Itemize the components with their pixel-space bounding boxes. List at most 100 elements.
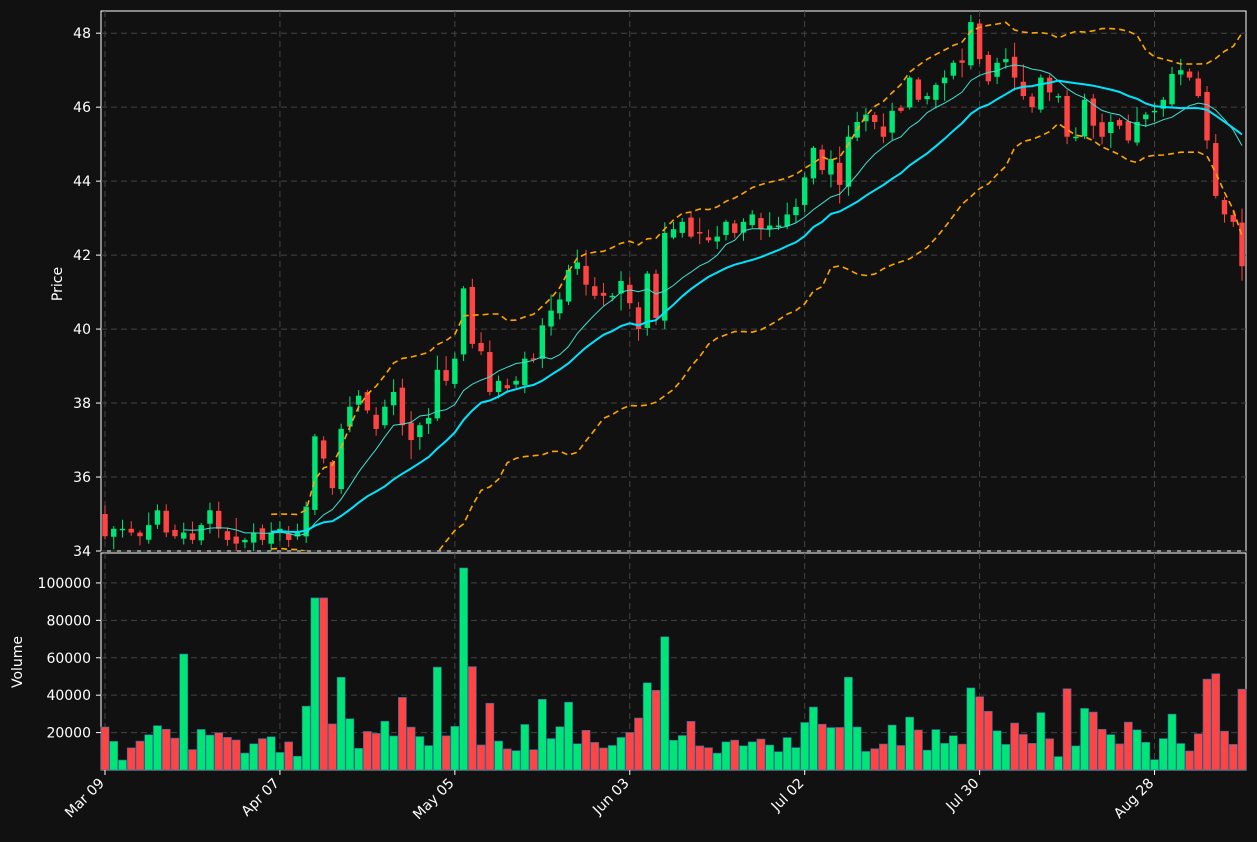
volume-bar: [651, 689, 661, 771]
candle-body: [627, 284, 633, 304]
volume-bar: [599, 747, 608, 771]
candle-body: [347, 406, 353, 427]
moving-average-fast: [183, 64, 1243, 537]
volume-bar: [109, 741, 119, 771]
candle-body: [189, 533, 196, 540]
candle-body: [390, 391, 397, 406]
volume-bar: [782, 737, 792, 771]
volume-bar: [485, 702, 495, 771]
volume-bar: [992, 730, 1002, 771]
candle-body: [355, 395, 362, 405]
volume-bar: [914, 729, 923, 771]
candle-body: [1239, 222, 1245, 267]
volume-bar: [1097, 728, 1107, 771]
volume-bar: [126, 747, 136, 771]
candle-body: [207, 510, 213, 524]
candle-body: [906, 77, 913, 108]
volume-bar: [537, 699, 547, 771]
volume-bar: [957, 743, 967, 771]
candle-body: [102, 514, 108, 537]
volume-bar: [572, 743, 582, 771]
volume-bar: [179, 653, 189, 771]
volume-bar: [1001, 744, 1011, 771]
volume-bar: [1080, 708, 1089, 771]
candle-body: [146, 525, 152, 540]
candle-body: [1003, 59, 1009, 63]
volume-bar: [949, 735, 958, 771]
volume-bar: [240, 752, 250, 771]
volume-bar: [1088, 711, 1098, 771]
volume-bar: [310, 597, 320, 771]
candle-body: [723, 221, 729, 235]
candle-body: [565, 269, 572, 302]
candle-body: [1029, 96, 1035, 108]
candle-body: [635, 307, 642, 330]
candle-body: [609, 295, 615, 298]
volume-bar: [258, 738, 267, 771]
volume-bar: [739, 745, 748, 771]
volume-bar: [756, 738, 766, 771]
volume-bar: [389, 735, 398, 771]
volume-bar: [1185, 750, 1194, 771]
volume-bar: [1115, 743, 1124, 771]
candle-body: [172, 529, 178, 537]
volume-bar: [1045, 738, 1054, 771]
volume-bar: [100, 726, 110, 771]
candle-body: [478, 342, 484, 352]
candle-body: [399, 387, 406, 426]
candle-body: [557, 299, 563, 314]
candle-body: [250, 532, 257, 543]
candle-body: [285, 533, 292, 540]
candle-body: [714, 236, 720, 242]
candle-body: [662, 232, 668, 321]
date-tick-label: Jul 30: [943, 776, 983, 816]
candle-body: [469, 286, 476, 344]
candle-body: [539, 325, 546, 359]
candle-body: [618, 281, 624, 294]
candle-body: [697, 232, 703, 234]
candle-body: [312, 436, 318, 510]
volume-tick-label: 20000: [46, 726, 91, 742]
price-panel-marks: [102, 14, 1245, 551]
volume-bar: [468, 666, 477, 771]
price-panel-grid: [100, 10, 1247, 552]
date-tick-label: Jun 03: [589, 776, 632, 819]
price-panel-frame: [100, 10, 1247, 552]
volume-bar: [188, 749, 197, 771]
date-tick-label: Aug 28: [1111, 776, 1157, 822]
candle-body: [128, 528, 134, 533]
price-tick-label: 34: [73, 544, 91, 560]
candle-body: [740, 221, 747, 233]
volume-bar: [826, 727, 836, 771]
candle-body: [758, 218, 764, 230]
candle-body: [329, 461, 336, 489]
volume-bar: [1036, 712, 1046, 771]
candle-body: [487, 352, 493, 392]
candle-body: [320, 440, 327, 459]
volume-bar: [494, 740, 503, 771]
volume-bar: [231, 739, 241, 771]
volume-bar: [642, 682, 652, 771]
volume-bar: [1010, 722, 1019, 771]
volume-panel-marks: [100, 567, 1247, 771]
candle-body: [828, 158, 834, 175]
candle-body: [941, 77, 948, 84]
volume-bar: [817, 723, 827, 771]
volume-bar: [398, 697, 407, 771]
volume-tick-label: 80000: [46, 613, 91, 629]
volume-bar: [502, 748, 512, 771]
volume-bar: [677, 735, 687, 771]
volume-bar: [1176, 743, 1186, 771]
candle-body: [408, 422, 414, 441]
candle-body: [1090, 98, 1097, 126]
volume-bar: [1150, 759, 1159, 771]
volume-bar: [354, 748, 363, 771]
volume-bar: [984, 710, 993, 771]
bollinger-upper-band: [271, 21, 1243, 516]
candle-body: [915, 79, 922, 100]
candle-body: [373, 414, 379, 429]
volume-bar: [511, 750, 521, 771]
price-tick-label: 38: [73, 396, 91, 412]
volume-bar: [520, 724, 530, 771]
